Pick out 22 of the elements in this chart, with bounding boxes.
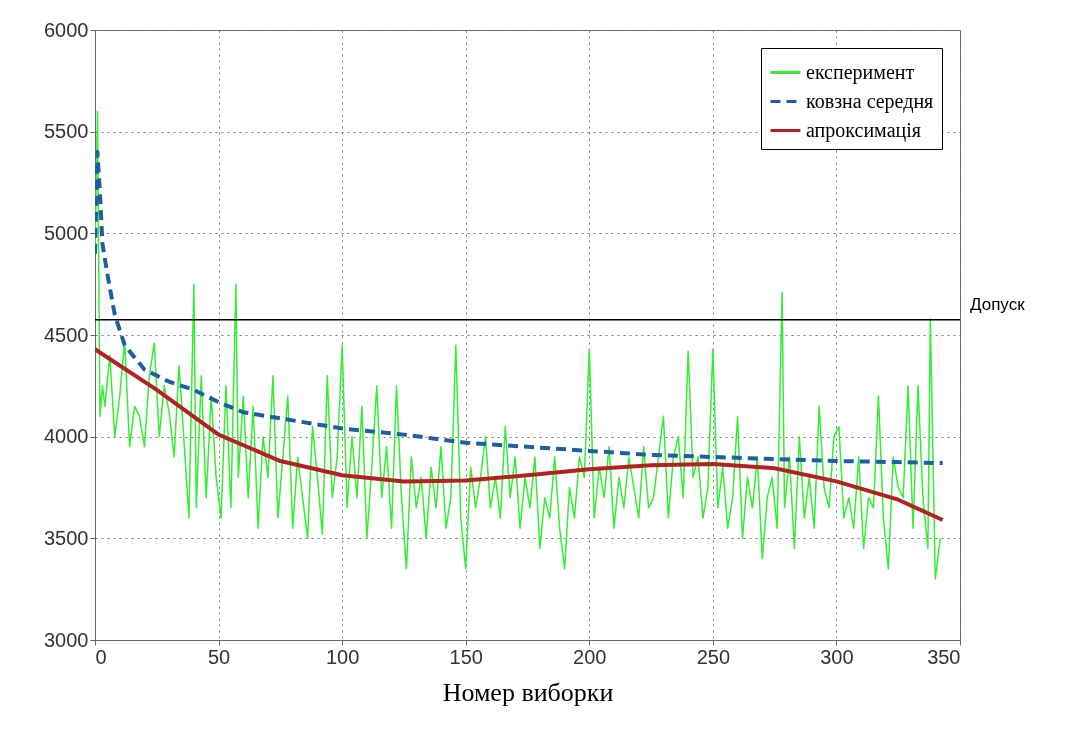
x-tick-label: 0 — [95, 645, 107, 668]
x-axis-title: Номер виборки — [442, 677, 614, 707]
x-tick-label: 100 — [325, 645, 360, 668]
line-series — [95, 347, 945, 523]
legend-label: апроксимація — [806, 118, 921, 142]
x-tick-label: 50 — [207, 645, 231, 668]
x-tick-label: 250 — [696, 645, 731, 668]
y-tick-label: 3500 — [44, 526, 89, 549]
y-tick-label: 3000 — [44, 628, 89, 651]
x-tick-label: 200 — [573, 645, 607, 668]
line-series — [95, 150, 945, 466]
ref-line-label: Допуск — [970, 294, 1026, 314]
x-tick-label: 150 — [449, 645, 483, 668]
x-tick-label: 350 — [927, 645, 961, 668]
y-tick-label: 5500 — [44, 120, 89, 143]
y-tick-label: 6000 — [44, 18, 89, 41]
x-tick-label: 300 — [820, 645, 854, 668]
legend-label: ковзна середня — [806, 89, 934, 113]
y-tick-label: 5000 — [44, 221, 89, 244]
legend-label: експеримент — [806, 60, 915, 84]
y-tick-label: 4500 — [44, 323, 89, 346]
y-tick-label: 4000 — [44, 425, 89, 448]
